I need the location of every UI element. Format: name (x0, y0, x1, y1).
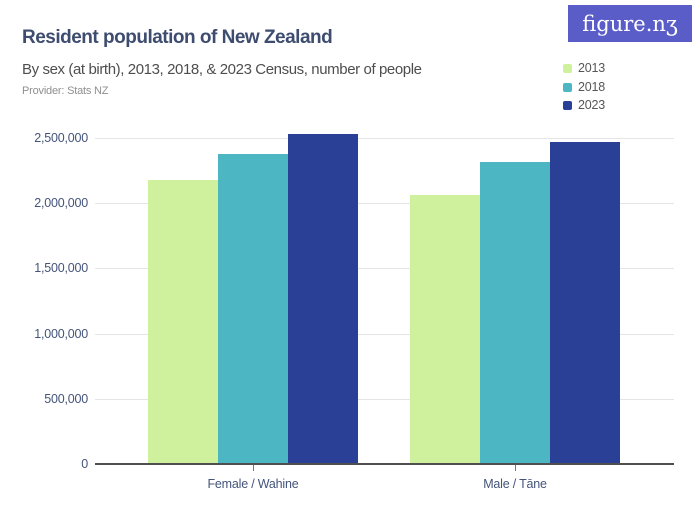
x-tick-female-wahine (253, 465, 254, 471)
y-tick-label-0: 0 (81, 457, 88, 471)
bar-2013-male-tane[interactable] (410, 194, 480, 464)
bar-2013-female-wahine[interactable] (148, 180, 218, 464)
bar-2023-female-wahine[interactable] (288, 134, 358, 464)
gridline-2000000 (95, 203, 674, 205)
bar-2018-male-tane[interactable] (480, 161, 550, 464)
x-tick-male-tane (515, 465, 516, 471)
gridline-1500000 (95, 268, 674, 270)
legend-label-2018: 2018 (578, 79, 606, 94)
legend-item-2018: 2018 (563, 79, 606, 94)
legend-swatch-2023 (563, 101, 572, 110)
legend-item-2023: 2023 (563, 99, 605, 112)
x-label-male-tane: Male / Tāne (483, 477, 547, 491)
x-label-female-wahine: Female / Wahine (207, 477, 299, 491)
bar-2018-female-wahine[interactable] (218, 153, 288, 464)
legend-label-2013: 2013 (578, 61, 606, 75)
figure-nz-logo[interactable]: figure.nʒ (568, 5, 692, 42)
y-tick-label-1500000: 1,500,000 (34, 261, 88, 276)
gridline-1000000 (95, 333, 674, 335)
x-axis-line (95, 463, 674, 465)
legend-item-2013: 2013 (563, 62, 605, 75)
legend-swatch-2018 (563, 82, 572, 92)
chart-legend: 2013 2018 2023 (563, 62, 605, 112)
y-tick-label-1000000: 1,000,000 (34, 326, 88, 341)
chart-title: Resident population of New Zealand (22, 27, 333, 48)
y-tick-label-2500000: 2,500,000 (34, 131, 88, 145)
chart-subtitle: By sex (at birth), 2013, 2018, & 2023 Ce… (22, 61, 422, 78)
gridline-2500000 (95, 138, 674, 139)
provider-credit: Provider: Stats NZ (22, 85, 109, 97)
y-tick-label-500000: 500,000 (44, 391, 88, 406)
gridline-500000 (95, 398, 674, 400)
legend-label-2023: 2023 (578, 98, 606, 112)
bar-2023-male-tane[interactable] (550, 142, 620, 464)
y-tick-label-2000000: 2,000,000 (34, 196, 88, 211)
legend-swatch-2013 (563, 64, 572, 73)
